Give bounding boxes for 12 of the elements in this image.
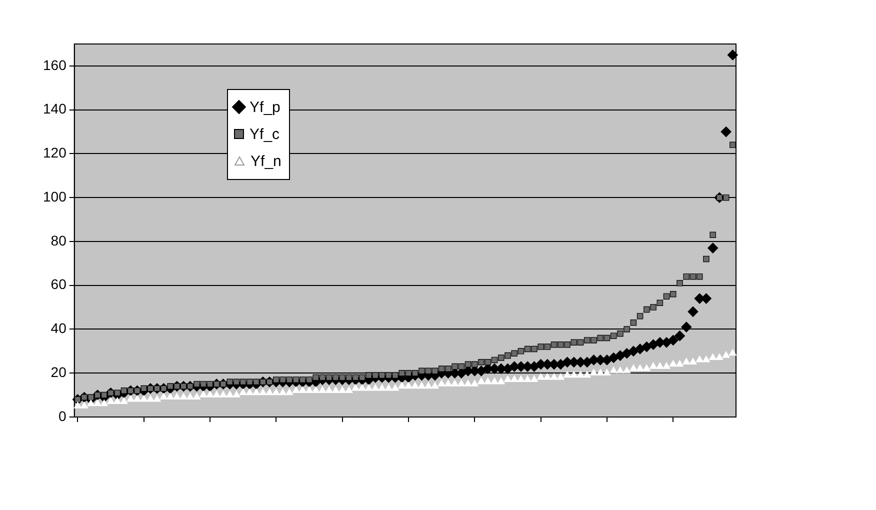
y-tick-label: 80 <box>50 232 67 248</box>
legend-label: Yf_c <box>250 126 280 143</box>
y-tick-label: 120 <box>43 144 67 161</box>
y-tick-label: 40 <box>50 320 67 336</box>
legend-label: Yf_n <box>250 152 282 170</box>
y-tick-label: 140 <box>43 100 67 117</box>
y-tick-label: 100 <box>43 188 67 204</box>
y-tick-label: 20 <box>50 364 67 380</box>
y-tick-label: 0 <box>58 408 67 424</box>
y-tick-label: 160 <box>43 56 67 73</box>
y-tick-label: 60 <box>50 276 67 292</box>
legend-label: Yf_p <box>250 98 280 116</box>
